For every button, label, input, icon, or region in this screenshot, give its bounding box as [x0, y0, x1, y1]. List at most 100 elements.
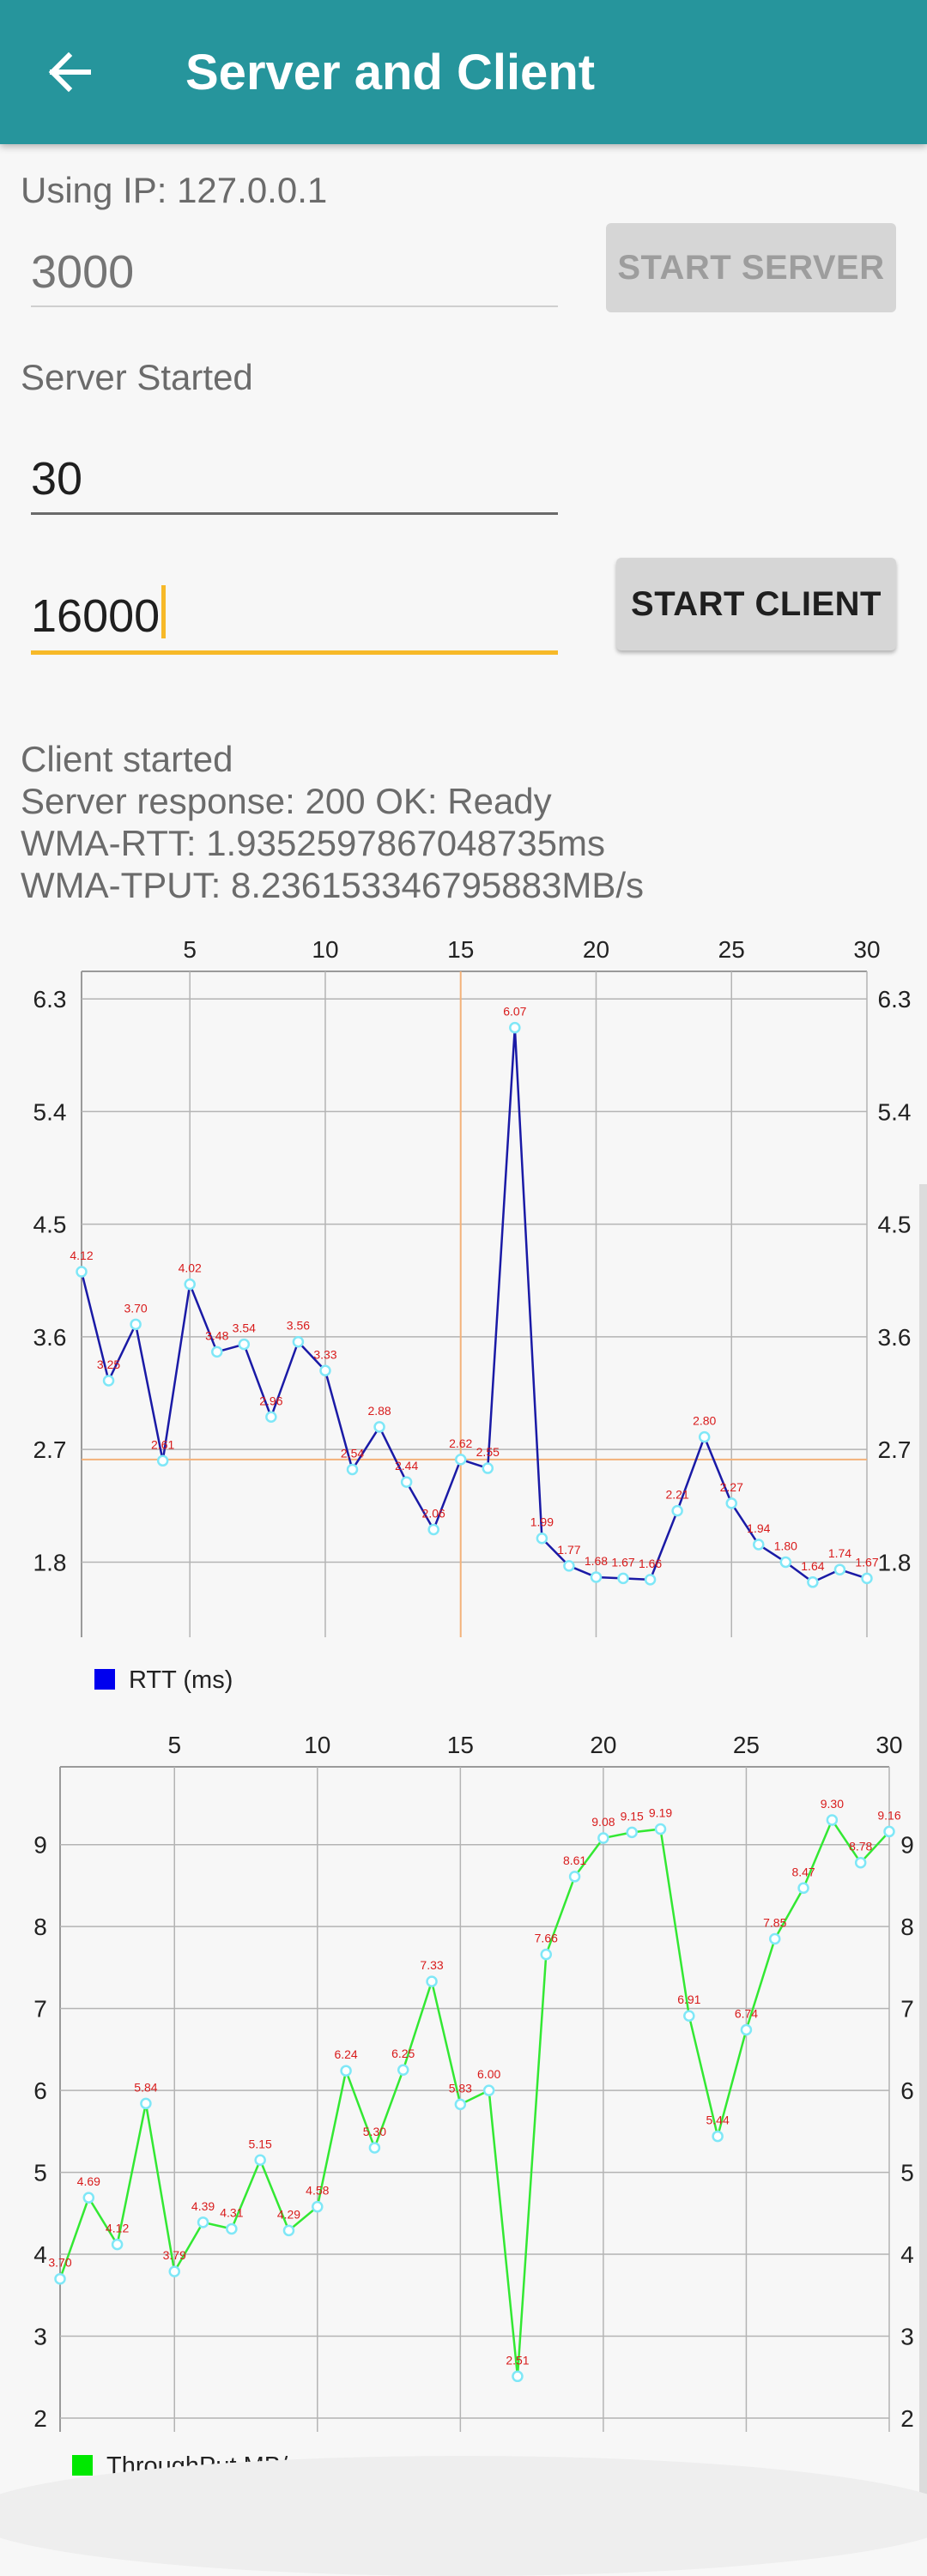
rtt-data-point [292, 1335, 305, 1348]
tput-data-point [540, 1948, 553, 1961]
tput-y-tick-label-left: 6 [33, 2077, 47, 2104]
tput-data-point [111, 2238, 124, 2251]
packet-count-underline [31, 512, 558, 515]
tput-data-point [482, 2084, 495, 2096]
rtt-legend-swatch [94, 1669, 115, 1690]
tput-data-label: 4.31 [220, 2205, 243, 2219]
rtt-data-point [454, 1454, 467, 1466]
tput-y-tick-label-right: 4 [900, 2241, 914, 2268]
rtt-data-label: 1.99 [530, 1515, 554, 1529]
rtt-y-tick-label-right: 1.8 [878, 1549, 912, 1575]
packet-size-input[interactable]: 16000 [31, 585, 167, 645]
tput-data-point [654, 1823, 667, 1835]
start-client-button[interactable]: START CLIENT [616, 558, 896, 650]
rtt-data-label: 6.07 [503, 1005, 526, 1019]
tput-data-point [740, 2023, 753, 2036]
rtt-chart: 5 10 15 20 25 30 1.8 1.8 2.7 2.7 3.6 3.6 4.5 4.5 5.4 5.… [33, 936, 912, 1694]
rtt-data-label: 1.80 [774, 1539, 797, 1552]
tput-x-tick-label: 25 [733, 1732, 760, 1758]
rtt-x-tick-label: 20 [583, 936, 609, 963]
client-status-line: Client started [21, 739, 233, 779]
wma-tput-line: WMA-TPUT: 8.236153346795883MB/s [21, 865, 645, 905]
tput-data-label: 6.91 [677, 1992, 700, 2006]
rtt-series-line [80, 1026, 868, 1584]
tput-data-label: 8.78 [849, 1840, 872, 1853]
rtt-data-label: 2.44 [395, 1459, 418, 1472]
tput-y-tick-label-left: 5 [33, 2160, 47, 2186]
rtt-legend-label: RTT (ms) [129, 1666, 233, 1694]
tput-data-label: 4.69 [77, 2174, 100, 2188]
tput-data-point [397, 2064, 409, 2076]
rtt-data-point [265, 1411, 277, 1424]
tput-x-tick-label: 15 [447, 1732, 474, 1758]
scrollbar[interactable] [919, 1184, 927, 2499]
tput-data-label: 7.85 [763, 1915, 786, 1929]
rtt-data-label: 1.74 [828, 1546, 851, 1560]
rtt-data-label: 3.25 [97, 1358, 120, 1371]
tput-data-point [197, 2216, 209, 2228]
rtt-data-point [156, 1454, 169, 1467]
rtt-data-label: 4.12 [70, 1249, 93, 1262]
tput-data-point [226, 2222, 238, 2235]
tput-data-point [568, 1871, 581, 1883]
text-cursor [161, 585, 167, 638]
rtt-data-point [427, 1523, 439, 1536]
rtt-data-label: 1.94 [747, 1521, 770, 1535]
client-status-block: Client started Server response: 200 OK: … [21, 738, 644, 906]
rtt-data-point [482, 1462, 494, 1474]
rtt-data-point [617, 1572, 629, 1585]
tput-data-label: 6.74 [735, 2006, 758, 2020]
rtt-data-label: 2.62 [449, 1436, 472, 1450]
tput-data-label: 9.15 [621, 1809, 644, 1823]
rtt-data-label: 1.64 [801, 1559, 824, 1573]
tput-data-label: 7.33 [420, 1958, 443, 1972]
rtt-data-label: 2.06 [422, 1507, 445, 1521]
rtt-data-label: 2.54 [341, 1447, 364, 1460]
tput-x-tick-label: 20 [590, 1732, 616, 1758]
tput-data-label: 5.84 [134, 2080, 157, 2094]
tput-x-tick-label: 5 [167, 1732, 181, 1758]
rtt-data-point [211, 1345, 223, 1358]
rtt-data-label: 2.80 [693, 1414, 716, 1428]
rtt-data-point [563, 1560, 575, 1572]
rtt-data-label: 2.21 [666, 1488, 689, 1502]
rtt-data-point [725, 1497, 737, 1509]
tput-x-tick-label: 30 [876, 1732, 902, 1758]
tput-y-tick-label-right: 7 [900, 1996, 914, 2023]
tput-data-label: 2.51 [506, 2353, 529, 2367]
server-response-line: Server response: 200 OK: Ready [21, 781, 552, 821]
tput-series-line [58, 1818, 890, 2378]
port-input[interactable] [31, 242, 554, 302]
rtt-data-point [509, 1021, 521, 1034]
rtt-data-point [184, 1278, 196, 1291]
tput-data-label: 5.44 [706, 2113, 730, 2127]
packet-count-input[interactable] [31, 449, 554, 509]
app-bar: Server and Client [0, 0, 927, 144]
tput-data-label: 5.30 [363, 2125, 386, 2138]
tput-y-tick-label-right: 5 [900, 2160, 914, 2186]
rtt-data-label: 2.88 [367, 1404, 391, 1418]
back-button[interactable] [26, 29, 112, 115]
rtt-x-tick-label: 25 [718, 936, 745, 963]
tput-data-point [769, 1932, 781, 1945]
tput-data-point [597, 1832, 609, 1844]
tput-y-tick-label-right: 2 [900, 2405, 914, 2432]
start-server-button[interactable]: START SERVER [606, 223, 896, 312]
tput-data-point [368, 2142, 381, 2154]
tput-data-label: 4.12 [106, 2222, 129, 2235]
packet-size-underline-focused [31, 650, 558, 655]
tput-data-label: 4.29 [277, 2207, 300, 2221]
tput-data-point [282, 2224, 295, 2237]
tput-data-label: 9.19 [649, 1806, 672, 1820]
rtt-x-tick-label: 15 [447, 936, 474, 963]
tput-y-tick-label-right: 9 [900, 1832, 914, 1859]
rtt-data-label: 3.54 [233, 1321, 256, 1335]
tput-x-tick-label: 10 [304, 1732, 330, 1758]
rtt-data-label: 1.66 [639, 1557, 662, 1570]
tput-data-label: 9.08 [591, 1815, 615, 1829]
tput-data-label: 8.47 [791, 1865, 815, 1878]
rtt-x-tick-label: 30 [853, 936, 880, 963]
tput-y-tick-label-right: 6 [900, 2077, 914, 2104]
rtt-data-label: 3.33 [313, 1347, 336, 1361]
rtt-y-tick-label-left: 3.6 [33, 1324, 67, 1351]
